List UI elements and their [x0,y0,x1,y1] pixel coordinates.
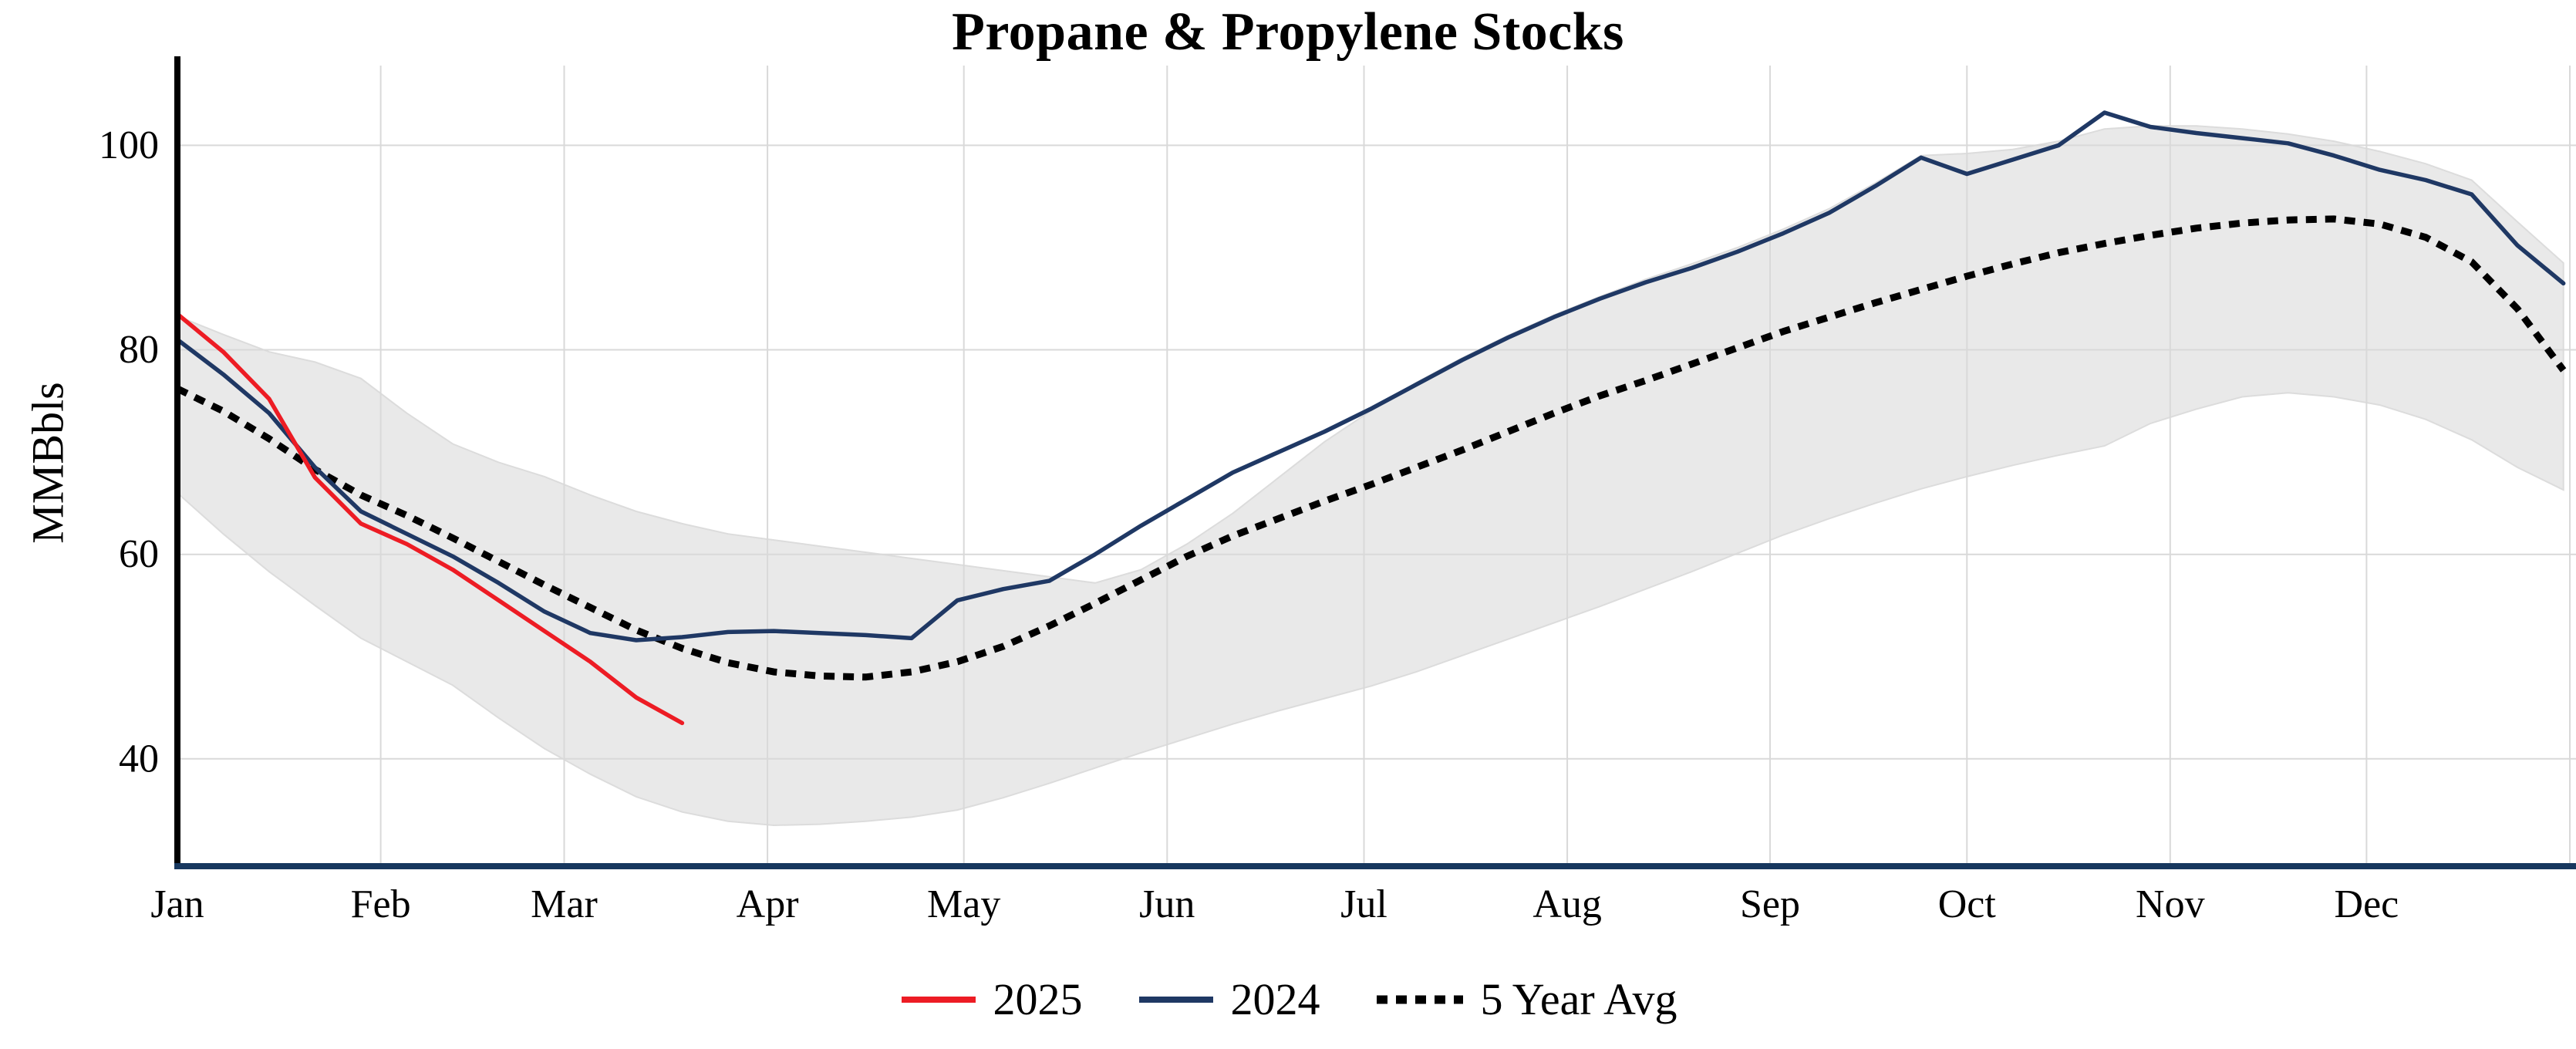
horizontal-gridlines [177,144,2576,760]
legend-2024-line-sample [1139,996,1214,1003]
legend-2025-label: 2025 [993,974,1083,1024]
legend-2025-line-sample [902,996,976,1003]
x-tick-label-jun: Jun [1139,882,1195,926]
x-tick-label-feb: Feb [351,882,411,926]
x-tick-label-nov: Nov [2136,882,2205,926]
x-tick-label-oct: Oct [1938,882,1997,926]
legend-5yr-avg-line-sample [1377,995,1464,1003]
x-tick-label-apr: Apr [737,882,799,926]
legend-item-2024: 2024 [1136,973,1320,1025]
vertical-gridlines [177,66,2571,866]
y-tick-label-80: 80 [119,328,159,372]
x-tick-labels: Jan Feb Mar Apr May Jun Jul Aug Sep Oct Nov Dec [150,882,2399,926]
x-tick-label-dec: Dec [2335,882,2399,926]
series-line-2024 [175,110,2566,643]
x-tick-label-aug: Aug [1532,882,1602,926]
x-tick-label-may: May [927,882,1000,926]
x-tick-label-jul: Jul [1340,882,1387,926]
y-tick-label-40: 40 [119,737,159,781]
legend-item-5yr-avg: 5 Year Avg [1374,973,1677,1025]
x-tick-label-mar: Mar [531,882,598,926]
legend-2024-label: 2024 [1230,974,1320,1024]
x-tick-label-sep: Sep [1740,882,1800,926]
legend-item-2025: 2025 [899,973,1082,1025]
chart-title: Propane & Propylene Stocks [952,2,1624,62]
y-tick-label-100: 100 [99,123,159,167]
five-year-range-band [177,125,2564,827]
y-tick-labels: 40 60 80 100 [99,123,159,781]
series-line-5-year-avg [176,215,2567,681]
y-axis-label: MMBbls [22,382,73,544]
legend-5yr-avg-label: 5 Year Avg [1480,974,1677,1024]
y-tick-label-60: 60 [119,532,159,576]
x-tick-label-jan: Jan [150,882,204,926]
series-line-2025 [175,312,685,726]
legend: 2025 2024 5 Year Avg [0,973,2576,1025]
